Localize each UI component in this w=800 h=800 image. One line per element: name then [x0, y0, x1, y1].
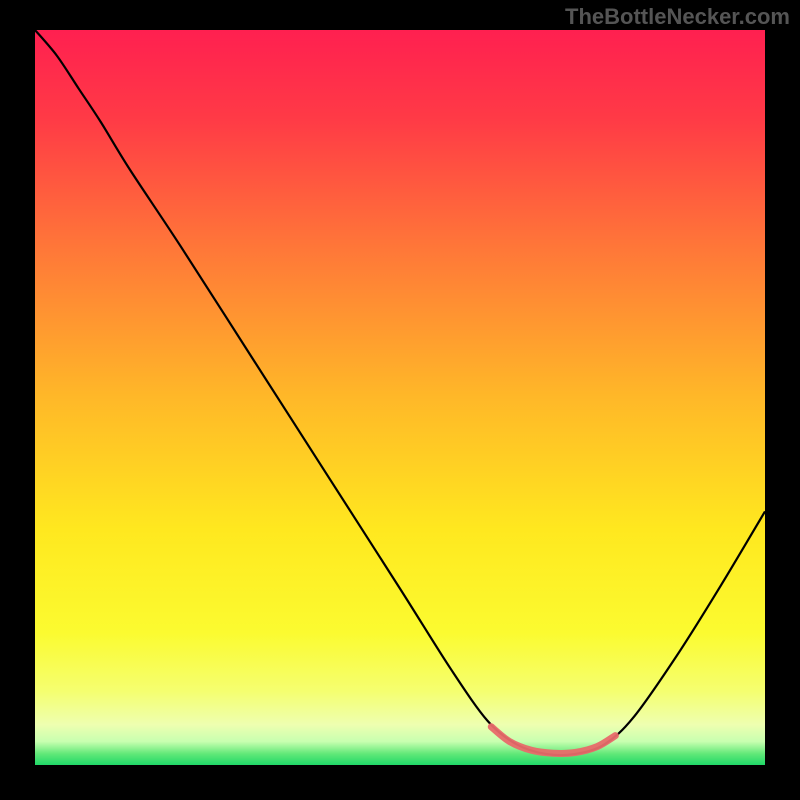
- bottleneck-chart: [0, 0, 800, 800]
- watermark-text: TheBottleNecker.com: [565, 4, 790, 30]
- plot-background: [35, 30, 765, 765]
